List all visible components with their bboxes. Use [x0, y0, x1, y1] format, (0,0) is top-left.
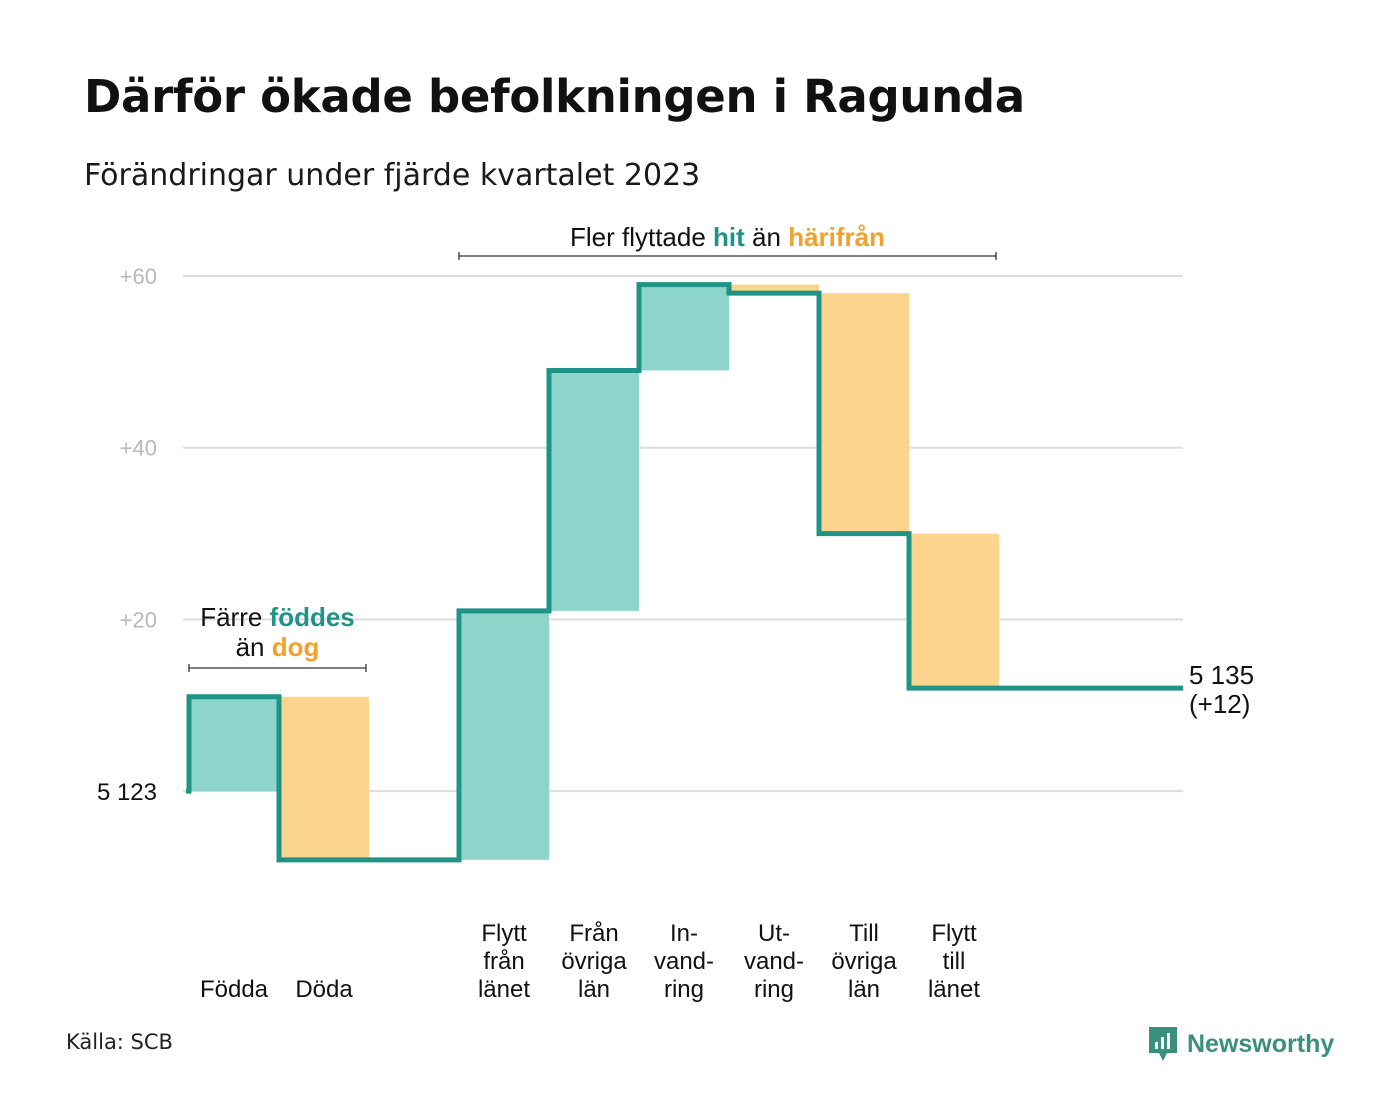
category-label: ring: [664, 976, 704, 1003]
category-label: från: [483, 948, 524, 975]
category-label: Till: [849, 920, 879, 947]
annotation-text: Fler flyttade hit än härifrån: [570, 222, 885, 252]
annotation-bracket: [458, 252, 997, 260]
cumulative-step-line: [186, 282, 1183, 863]
waterfall-bar: [819, 293, 909, 534]
category-label: In-: [670, 920, 698, 947]
category-label: län: [578, 976, 610, 1003]
annotation-text-segment: dog: [272, 632, 320, 662]
category-label: övriga: [561, 948, 627, 975]
category-label: till: [943, 948, 966, 975]
category-label: Från: [569, 920, 618, 947]
source-note: Källa: SCB: [66, 1030, 173, 1054]
category-label: Födda: [200, 976, 269, 1003]
annotation-bracket: [188, 664, 367, 672]
waterfall-bar: [639, 284, 729, 371]
waterfall-bar: [729, 284, 819, 294]
category-label: Flytt: [481, 920, 527, 947]
brand-logo: Newsworthy: [1147, 1024, 1334, 1064]
end-value-label: 5 135: [1189, 660, 1254, 690]
y-tick-label: +20: [120, 607, 157, 632]
category-label: ring: [754, 976, 794, 1003]
y-tick-label: +40: [120, 436, 157, 461]
baseline-label: 5 123: [97, 779, 157, 806]
annotation-text-segment: föddes: [270, 602, 355, 632]
waterfall-bar: [279, 696, 369, 860]
category-label: vand-: [654, 948, 714, 975]
waterfall-bar: [549, 370, 639, 611]
waterfall-bar: [189, 696, 279, 792]
annotation-text: Färre föddes: [200, 602, 355, 632]
annotation-2: Fler flyttade hit än härifrån: [458, 222, 997, 260]
annotation-text-segment: härifrån: [788, 222, 885, 252]
category-label: vand-: [744, 948, 804, 975]
annotation-text-segment: hit: [713, 222, 745, 252]
chart-title: Därför ökade befolkningen i Ragunda: [84, 70, 1025, 123]
category-label: Döda: [295, 976, 353, 1003]
annotation-text-segment: Fler flyttade: [570, 222, 713, 252]
category-label: länet: [478, 976, 530, 1003]
annotation-text-segment: Färre: [200, 602, 269, 632]
annotation-text-segment: än: [236, 632, 272, 662]
category-label: länet: [928, 976, 980, 1003]
category-label: län: [848, 976, 880, 1003]
waterfall-bar: [459, 610, 549, 860]
y-tick-label: +60: [120, 264, 157, 289]
category-label: övriga: [831, 948, 897, 975]
category-label: Flytt: [931, 920, 977, 947]
annotation-text: än dog: [236, 632, 320, 662]
chart-subtitle: Förändringar under fjärde kvartalet 2023: [84, 158, 701, 193]
end-value-label: (+12): [1189, 689, 1250, 719]
annotation-text-segment: än: [745, 222, 788, 252]
category-label: Ut-: [758, 920, 790, 947]
brand-name: Newsworthy: [1187, 1029, 1335, 1058]
newsworthy-logo-icon: [1149, 1027, 1177, 1061]
waterfall-bar: [909, 533, 999, 689]
